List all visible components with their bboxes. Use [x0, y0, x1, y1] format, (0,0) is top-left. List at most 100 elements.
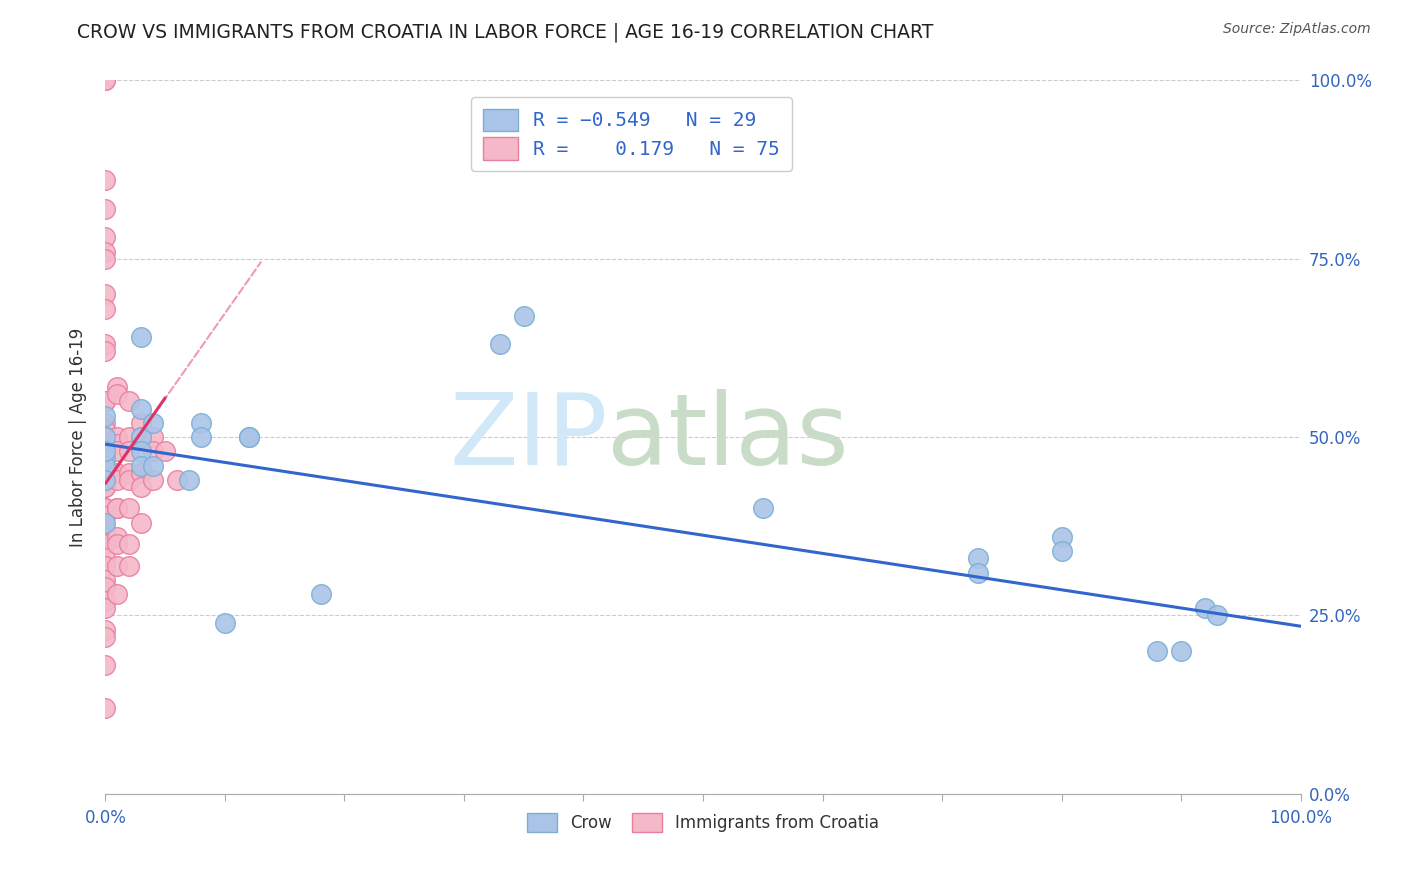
Text: atlas: atlas	[607, 389, 849, 485]
Point	[94, 594, 117, 608]
Point	[190, 416, 212, 430]
Point	[129, 466, 153, 480]
Point	[118, 430, 141, 444]
Point	[94, 501, 117, 516]
Point	[94, 451, 117, 466]
Point	[118, 501, 141, 516]
Point	[142, 444, 165, 458]
Point	[129, 444, 153, 458]
Point	[94, 430, 117, 444]
Point	[94, 430, 117, 444]
Point	[1050, 530, 1073, 544]
Point	[129, 458, 153, 473]
Point	[107, 437, 129, 451]
Point	[142, 458, 165, 473]
Point	[94, 409, 117, 423]
Legend: Crow, Immigrants from Croatia: Crow, Immigrants from Croatia	[520, 806, 886, 839]
Point	[489, 337, 512, 351]
Point	[94, 451, 117, 466]
Point	[107, 530, 129, 544]
Point	[94, 430, 117, 444]
Point	[118, 394, 141, 409]
Point	[94, 580, 117, 594]
Point	[94, 516, 117, 530]
Point	[94, 501, 117, 516]
Point	[238, 430, 260, 444]
Point	[129, 480, 153, 494]
Point	[94, 173, 117, 187]
Point	[94, 480, 117, 494]
Point	[751, 501, 773, 516]
Point	[94, 444, 117, 458]
Text: ZIP: ZIP	[449, 389, 607, 485]
Point	[107, 473, 129, 487]
Point	[1170, 644, 1192, 658]
Point	[214, 615, 236, 630]
Point	[513, 309, 536, 323]
Point	[1050, 544, 1073, 558]
Point	[94, 244, 117, 259]
Point	[177, 473, 201, 487]
Point	[107, 380, 129, 394]
Point	[94, 444, 117, 458]
Point	[107, 430, 129, 444]
Point	[94, 202, 117, 216]
Point	[94, 252, 117, 266]
Point	[94, 601, 117, 615]
Point	[94, 337, 117, 351]
Point	[129, 516, 153, 530]
Point	[107, 501, 129, 516]
Point	[129, 430, 153, 444]
Point	[94, 623, 117, 637]
Point	[94, 287, 117, 301]
Point	[1146, 644, 1168, 658]
Point	[967, 551, 990, 566]
Point	[94, 558, 117, 573]
Point	[190, 430, 212, 444]
Point	[153, 444, 177, 458]
Point	[118, 473, 141, 487]
Point	[94, 73, 117, 87]
Point	[94, 523, 117, 537]
Point	[309, 587, 332, 601]
Point	[118, 466, 141, 480]
Point	[94, 451, 117, 466]
Point	[94, 473, 117, 487]
Point	[1194, 601, 1216, 615]
Point	[118, 537, 141, 551]
Point	[94, 423, 117, 437]
Point	[94, 416, 117, 430]
Point	[107, 466, 129, 480]
Point	[94, 301, 117, 316]
Point	[94, 658, 117, 673]
Point	[94, 551, 117, 566]
Point	[107, 501, 129, 516]
Point	[1206, 608, 1229, 623]
Point	[94, 480, 117, 494]
Point	[142, 416, 165, 430]
Point	[107, 444, 129, 458]
Point	[142, 473, 165, 487]
Point	[94, 394, 117, 409]
Point	[967, 566, 990, 580]
Point	[94, 537, 117, 551]
Point	[94, 630, 117, 644]
Point	[94, 473, 117, 487]
Text: CROW VS IMMIGRANTS FROM CROATIA IN LABOR FORCE | AGE 16-19 CORRELATION CHART: CROW VS IMMIGRANTS FROM CROATIA IN LABOR…	[77, 22, 934, 42]
Point	[94, 558, 117, 573]
Point	[107, 537, 129, 551]
Point	[94, 344, 117, 359]
Point	[118, 558, 141, 573]
Point	[94, 458, 117, 473]
Point	[94, 508, 117, 523]
Point	[94, 394, 117, 409]
Text: Source: ZipAtlas.com: Source: ZipAtlas.com	[1223, 22, 1371, 37]
Point	[238, 430, 260, 444]
Point	[107, 558, 129, 573]
Point	[94, 530, 117, 544]
Point	[129, 416, 153, 430]
Point	[107, 387, 129, 401]
Point	[94, 73, 117, 87]
Point	[129, 401, 153, 416]
Point	[94, 230, 117, 244]
